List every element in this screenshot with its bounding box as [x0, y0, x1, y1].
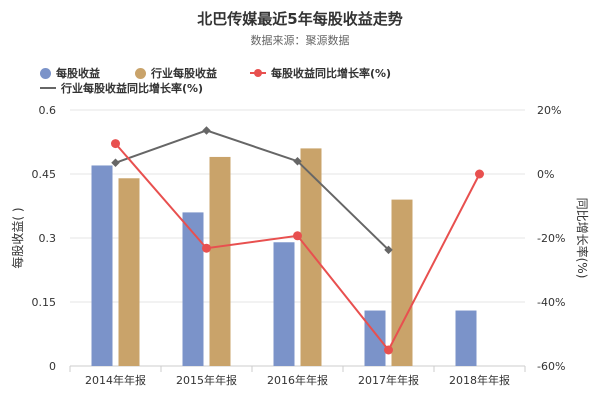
point-industry-yoy — [202, 126, 211, 135]
bar-industry-eps — [118, 178, 140, 366]
bar-industry-eps — [391, 199, 413, 366]
bar-eps — [182, 212, 204, 366]
left-tick-label: 0.6 — [39, 104, 57, 117]
bar-industry-eps — [300, 148, 322, 366]
y-axis-label-right: 同比增长率(%) — [575, 198, 590, 279]
bar-eps — [273, 242, 295, 366]
point-eps-yoy — [384, 345, 393, 355]
right-tick-label: -60% — [537, 360, 565, 373]
legend-label: 每股收益 — [56, 67, 100, 80]
left-tick-label: 0.3 — [39, 232, 57, 245]
point-industry-yoy — [293, 156, 302, 166]
y-axis-label-left: 每股收益( ) — [10, 207, 25, 268]
chart-title: 北巴传媒最近5年每股收益走势 — [197, 10, 403, 28]
left-tick-label: 0.45 — [32, 168, 57, 181]
right-tick-label: -20% — [537, 232, 565, 245]
legend-industry-eps[interactable]: 行业每股收益 — [135, 65, 217, 81]
bar-eps — [364, 310, 386, 366]
legend-label: 每股收益同比增长率(%) — [271, 67, 392, 80]
left-tick-label: 0.15 — [32, 296, 57, 309]
point-industry-yoy — [111, 158, 120, 168]
line-industry-yoy — [115, 129, 390, 251]
x-tick-label: 2018年年报 — [449, 373, 510, 387]
bar-industry-eps — [209, 156, 231, 366]
x-tick-label: 2015年年报 — [176, 373, 237, 387]
point-industry-yoy — [384, 245, 393, 255]
chart-subtitle: 数据来源：聚源数据 — [250, 34, 350, 47]
legend-label: 行业每股收益同比增长率(%) — [61, 82, 204, 95]
x-tick-label: 2014年年报 — [85, 373, 146, 387]
legend-label: 行业每股收益 — [151, 67, 217, 80]
point-eps-yoy — [475, 169, 484, 179]
bar-eps — [455, 310, 477, 366]
x-tick-label: 2016年年报 — [267, 373, 328, 387]
legend-eps[interactable]: 每股收益 — [40, 65, 100, 81]
right-tick-label: -40% — [537, 296, 565, 309]
point-eps-yoy — [202, 243, 211, 253]
right-tick-label: 20% — [537, 104, 561, 117]
point-eps-yoy — [111, 139, 120, 149]
point-eps-yoy — [293, 231, 302, 241]
right-tick-label: 0% — [537, 168, 554, 181]
legend-industry-yoy[interactable]: 行业每股收益同比增长率(%) — [40, 80, 203, 96]
left-tick-label: 0 — [49, 360, 56, 373]
legend-eps-yoy[interactable]: 每股收益同比增长率(%) — [250, 65, 391, 81]
bar-eps — [91, 165, 113, 366]
line-eps-yoy — [114, 142, 481, 352]
x-tick-label: 2017年年报 — [358, 373, 419, 387]
